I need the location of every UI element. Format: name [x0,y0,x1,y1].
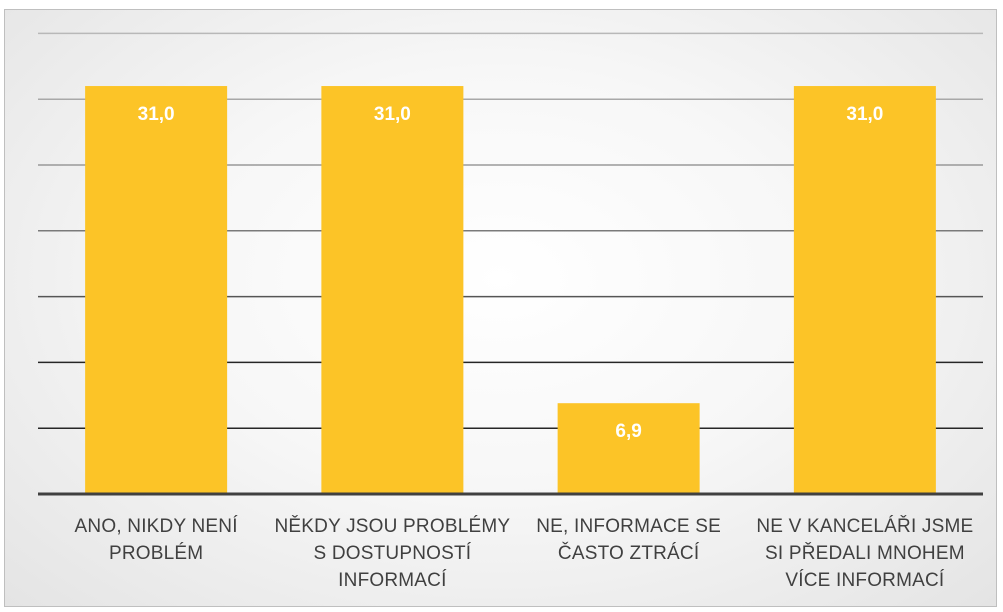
category-label: ANO, NIKDY NENÍ PROBLÉM [36,513,276,567]
bar [557,403,700,494]
category-label-line: NE V KANCELÁŘI JSME [756,516,974,537]
category-label-line: NE, INFORMACE SE [536,516,722,537]
data-label: 31,0 [138,104,175,125]
category-label: NE, INFORMACE SE ČASTO ZTRÁCÍ [509,513,749,567]
data-labels: 31,0 31,0 6,9 31,0 [138,104,884,442]
category-label: NE V KANCELÁŘI JSME SI PŘEDALI MNOHEM VÍCE… [745,513,985,594]
data-label: 31,0 [846,104,883,125]
data-label: 6,9 [615,421,641,442]
category-label-line: SI PŘEDALI MNOHEM [764,543,965,564]
category-label-line: NĚKDY JSOU PROBLÉMY [274,516,511,537]
category-label-line: INFORMACÍ [338,570,447,591]
bar [321,86,464,494]
category-label-line: ANO, NIKDY NENÍ [74,516,238,537]
data-label: 31,0 [374,104,411,125]
category-label: NĚKDY JSOU PROBLÉMY S DOSTUPNOSTÍ INFORMAC… [272,513,512,594]
category-label-line: VÍCE INFORMACÍ [785,570,945,591]
category-label-line: ČASTO ZTRÁCÍ [557,543,700,564]
bar [793,86,936,494]
bars [85,86,936,494]
category-label-line: S DOSTUPNOSTÍ [313,543,472,564]
bar [85,86,228,494]
category-label-line: PROBLÉM [108,543,204,564]
